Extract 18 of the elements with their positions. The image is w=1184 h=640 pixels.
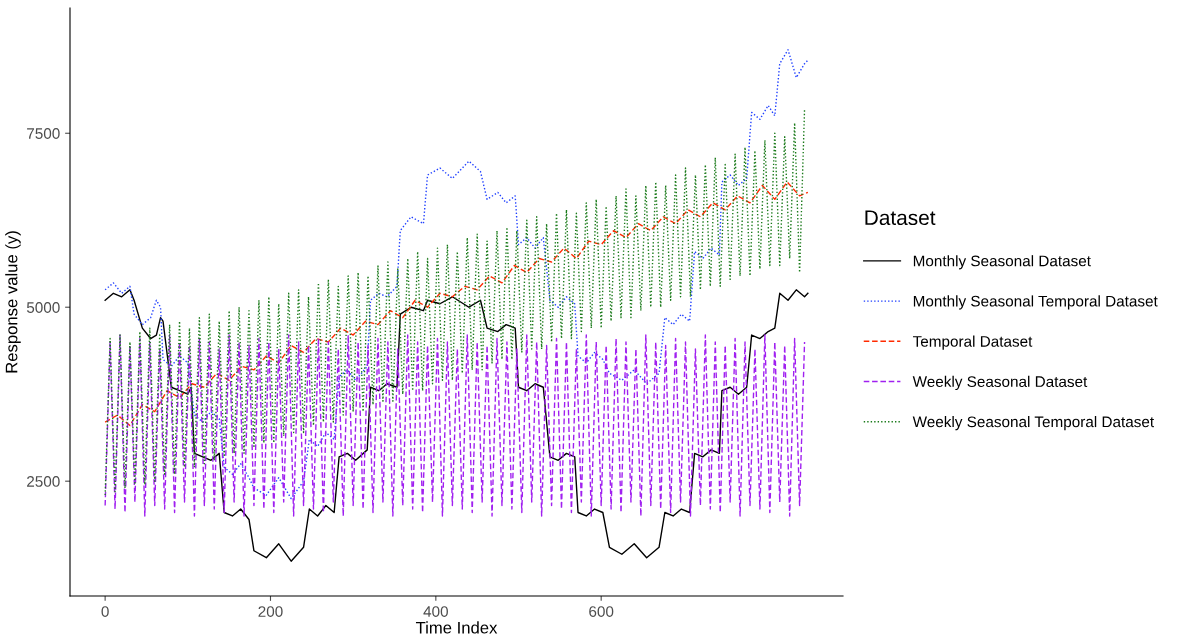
legend-title: Dataset: [865, 210, 936, 226]
legend-label: Weekly Seasonal Temporal Dataset: [912, 416, 1154, 431]
x-tick-label: 200: [258, 606, 283, 617]
legend-label: Weekly Seasonal Dataset: [912, 375, 1088, 391]
y-tick-label: 7500: [27, 128, 60, 139]
legend-label: Monthly Seasonal Dataset: [913, 255, 1091, 270]
line-series: [104, 181, 809, 427]
legend-label: Monthly Seasonal Temporal Dataset: [913, 295, 1158, 310]
y-tick-label: 2500: [27, 476, 60, 487]
x-axis-title: Time Index: [415, 621, 498, 634]
legend-label: Temporal Dataset: [912, 335, 1033, 350]
y-tick-label: 5000: [26, 302, 60, 313]
x-tick-label: 0: [101, 606, 109, 617]
y-axis-title: Response value (y): [5, 231, 21, 373]
line-series: [104, 289, 809, 562]
x-tick-label: 600: [589, 606, 614, 617]
line-series: [104, 334, 806, 517]
x-tick-label: 400: [423, 606, 448, 617]
